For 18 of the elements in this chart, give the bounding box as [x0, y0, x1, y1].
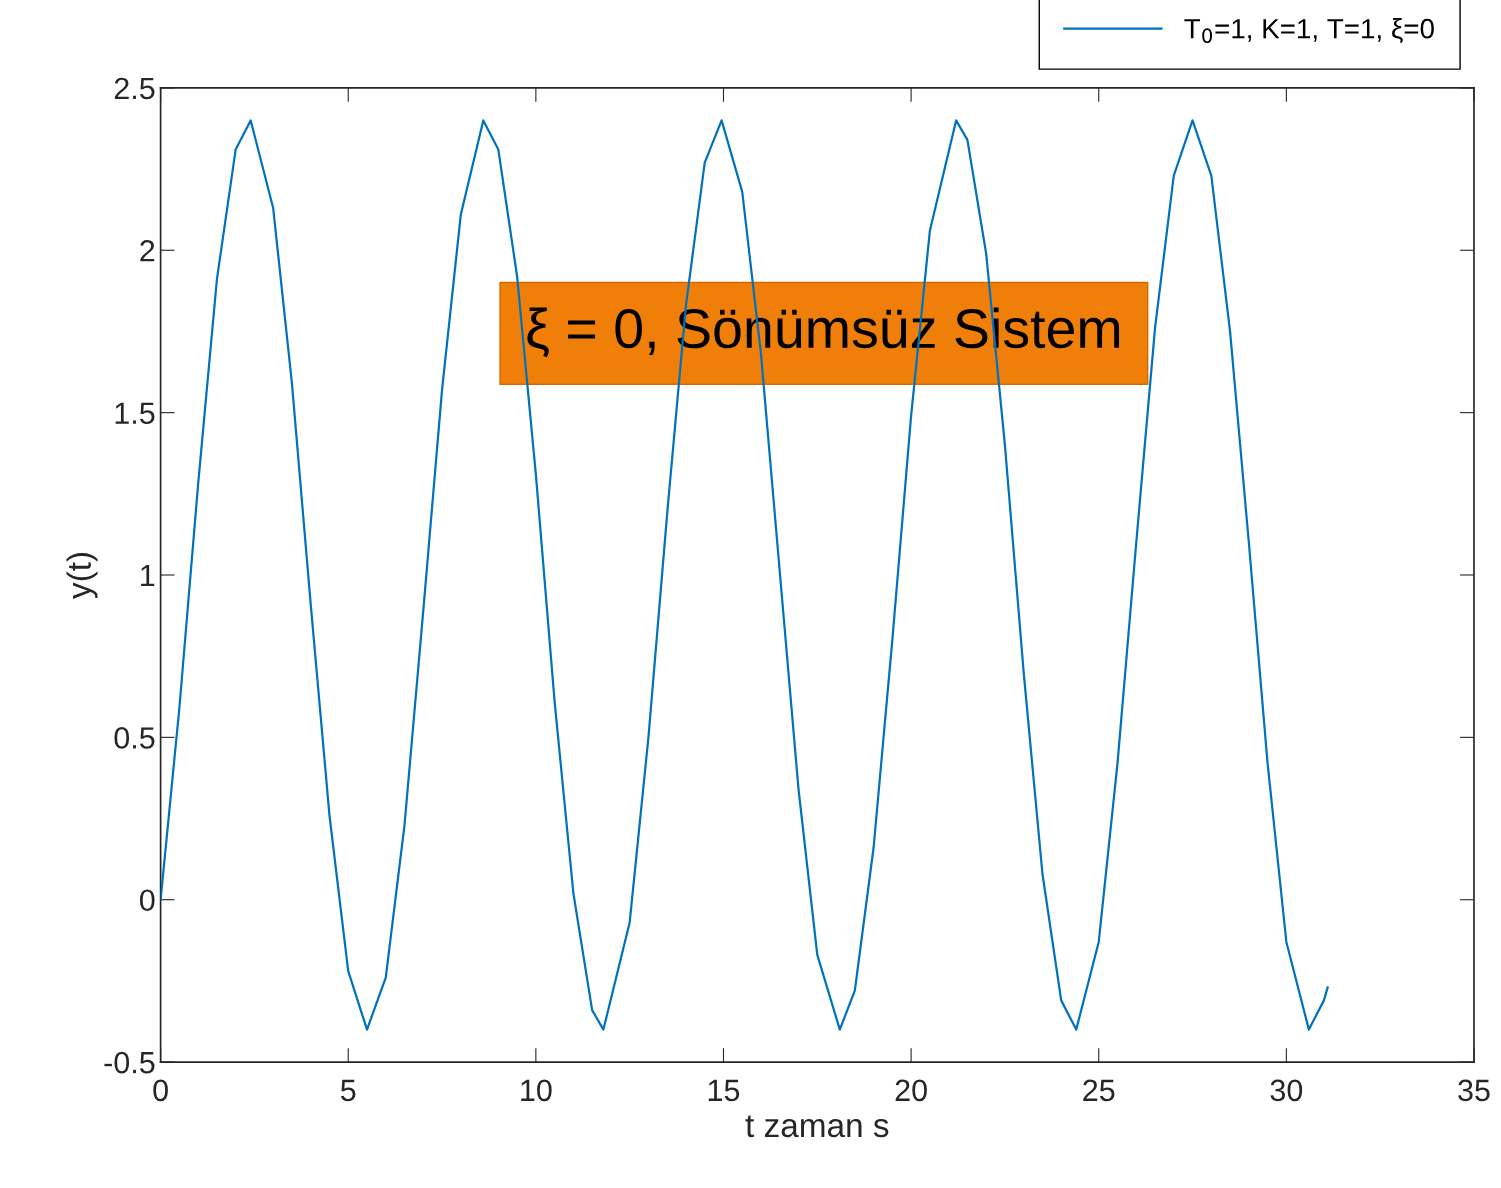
y-tick-label: 1.5 — [115, 402, 155, 424]
y-tick-label: 0.5 — [114, 727, 155, 749]
x-tick-label: 35 — [1458, 1079, 1490, 1102]
x-tick-label: 30 — [1270, 1079, 1303, 1102]
y-axis-title: y(t) — [66, 553, 98, 599]
y-tick-label: 2.5 — [114, 77, 155, 100]
line-series — [160, 119, 1329, 1031]
y-tick-label: 2 — [140, 240, 155, 262]
y-tick-label: 0 — [139, 889, 155, 912]
x-tick-label: 25 — [1083, 1079, 1115, 1102]
x-tick-label: 5 — [340, 1079, 356, 1102]
y-tick-label: 1 — [141, 565, 155, 587]
x-tick-label: 20 — [895, 1079, 927, 1102]
x-axis-title: t zaman s — [745, 1115, 889, 1138]
y-tick-label: -0.5 — [104, 1051, 155, 1074]
legend-label: T$_{0}$=1, K=1, T=1, ξ=0 — [1184, 18, 1434, 44]
x-tick-label: 10 — [521, 1079, 552, 1102]
x-tick-label: 15 — [708, 1079, 740, 1102]
